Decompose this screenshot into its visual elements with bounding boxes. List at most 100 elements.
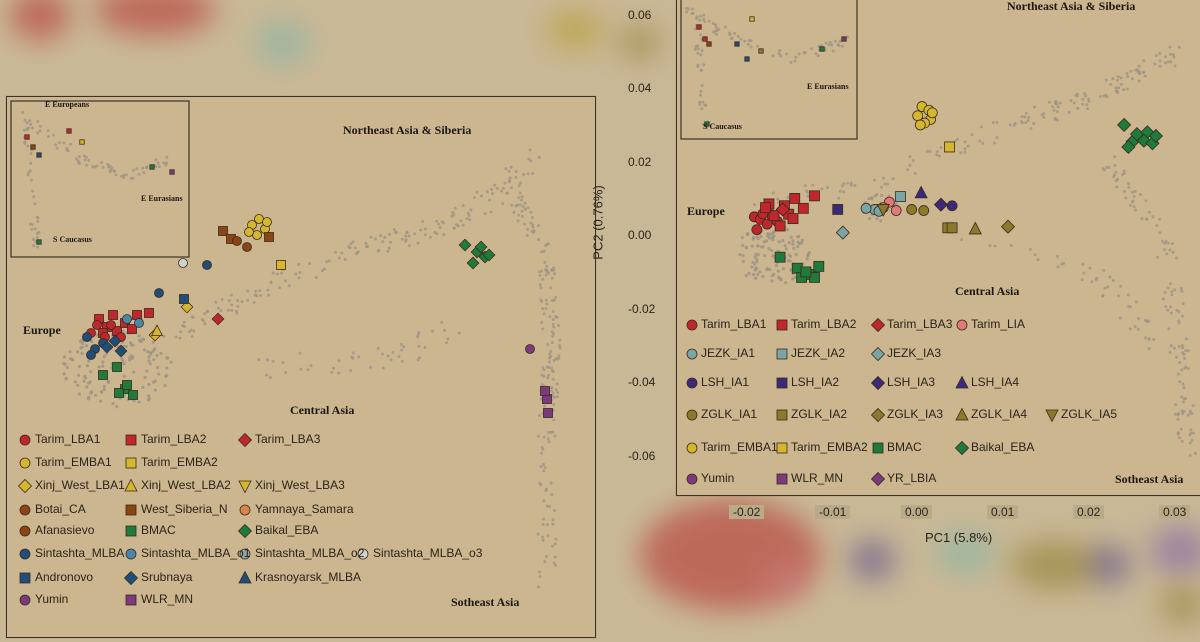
reference-point bbox=[94, 393, 98, 397]
reference-point bbox=[192, 329, 196, 333]
inset-label: S Caucasus bbox=[53, 235, 92, 244]
reference-point bbox=[392, 228, 396, 232]
reference-point bbox=[388, 240, 392, 244]
reference-point bbox=[1181, 302, 1185, 306]
reference-point bbox=[545, 242, 549, 246]
reference-point bbox=[955, 137, 959, 141]
data-point-tarim_lba2 bbox=[797, 202, 809, 214]
reference-point bbox=[137, 334, 141, 338]
reference-point bbox=[1133, 189, 1137, 193]
reference-point bbox=[281, 361, 285, 365]
reference-point bbox=[549, 366, 553, 370]
reference-point bbox=[323, 267, 327, 271]
legend-label: Yumin bbox=[701, 471, 735, 485]
reference-point bbox=[512, 210, 516, 214]
reference-point bbox=[400, 359, 404, 363]
reference-point bbox=[810, 47, 814, 51]
reference-point bbox=[1169, 311, 1173, 315]
reference-point bbox=[514, 170, 518, 174]
reference-point bbox=[538, 575, 542, 579]
reference-point bbox=[1032, 121, 1036, 125]
reference-point bbox=[778, 49, 782, 53]
reference-point bbox=[793, 275, 797, 279]
reference-point bbox=[1118, 316, 1122, 320]
reference-point bbox=[750, 265, 754, 269]
reference-point bbox=[547, 360, 551, 364]
reference-point bbox=[28, 119, 32, 123]
reference-point bbox=[80, 341, 84, 346]
reference-point bbox=[83, 158, 87, 162]
inset-marker bbox=[758, 48, 764, 54]
reference-point bbox=[1180, 395, 1184, 399]
reference-point bbox=[351, 240, 355, 244]
reference-point bbox=[1027, 115, 1031, 119]
reference-point bbox=[811, 183, 815, 187]
reference-point bbox=[430, 329, 434, 333]
data-point-baikal_eba bbox=[1117, 117, 1132, 132]
reference-point bbox=[937, 154, 941, 158]
left-pca-panel: E Europeans E Eurasians S Caucasus Northea… bbox=[6, 96, 596, 638]
legend-marker-lsh_ia4 bbox=[955, 375, 969, 389]
reference-point bbox=[521, 214, 525, 218]
reference-point bbox=[789, 61, 793, 65]
reference-point bbox=[386, 249, 390, 253]
reference-point bbox=[539, 397, 543, 401]
reference-point bbox=[906, 168, 910, 172]
reference-point bbox=[1126, 75, 1130, 79]
reference-point bbox=[777, 52, 781, 56]
legend-marker bbox=[125, 434, 137, 446]
data-point-zglk_ia4 bbox=[968, 221, 982, 235]
data-point-jezk_ia1 bbox=[860, 202, 872, 214]
inset-marker bbox=[169, 169, 175, 175]
reference-point bbox=[520, 195, 524, 199]
reference-point bbox=[698, 102, 702, 106]
reference-point bbox=[510, 203, 514, 207]
reference-point bbox=[751, 237, 755, 241]
reference-point bbox=[963, 150, 967, 154]
reference-point bbox=[1028, 247, 1032, 251]
reference-point bbox=[80, 351, 84, 356]
reference-point bbox=[1164, 305, 1168, 309]
reference-point bbox=[1033, 253, 1037, 257]
reference-point bbox=[156, 365, 160, 370]
reference-point bbox=[31, 126, 35, 130]
legend-marker bbox=[239, 504, 251, 516]
legend-marker-zglk_ia2 bbox=[776, 409, 788, 421]
reference-point bbox=[1188, 441, 1192, 445]
x-tick-label: 0.01 bbox=[987, 505, 1019, 519]
legend-label: ZGLK_IA2 bbox=[791, 407, 848, 421]
reference-point bbox=[1174, 403, 1178, 407]
reference-point bbox=[1133, 208, 1137, 212]
reference-point bbox=[805, 189, 809, 193]
reference-point bbox=[162, 334, 166, 338]
reference-point bbox=[514, 175, 518, 179]
reference-point bbox=[203, 322, 207, 326]
reference-point bbox=[97, 365, 101, 369]
inset-marker bbox=[819, 46, 825, 52]
reference-point bbox=[517, 195, 521, 199]
reference-point bbox=[908, 163, 912, 167]
reference-point bbox=[25, 121, 29, 125]
reference-point bbox=[527, 157, 531, 161]
reference-point bbox=[142, 171, 146, 175]
data-point-bmac bbox=[800, 266, 812, 278]
data-point-zglk_ia1 bbox=[918, 205, 930, 216]
reference-point bbox=[552, 358, 556, 362]
reference-point bbox=[1023, 115, 1027, 119]
reference-point bbox=[356, 250, 360, 254]
reference-point bbox=[1177, 436, 1181, 440]
reference-point bbox=[981, 141, 985, 145]
reference-point bbox=[1130, 200, 1134, 204]
reference-point bbox=[523, 201, 527, 205]
data-point bbox=[242, 242, 252, 252]
reference-point bbox=[1042, 115, 1046, 119]
reference-point bbox=[423, 345, 427, 349]
data-point-tarim_emba2 bbox=[944, 141, 955, 153]
reference-point bbox=[38, 129, 42, 133]
reference-point bbox=[65, 365, 70, 369]
reference-point bbox=[505, 191, 509, 195]
reference-point bbox=[824, 41, 828, 45]
reference-point bbox=[1176, 432, 1180, 436]
reference-point bbox=[381, 366, 385, 370]
reference-point bbox=[549, 481, 553, 485]
